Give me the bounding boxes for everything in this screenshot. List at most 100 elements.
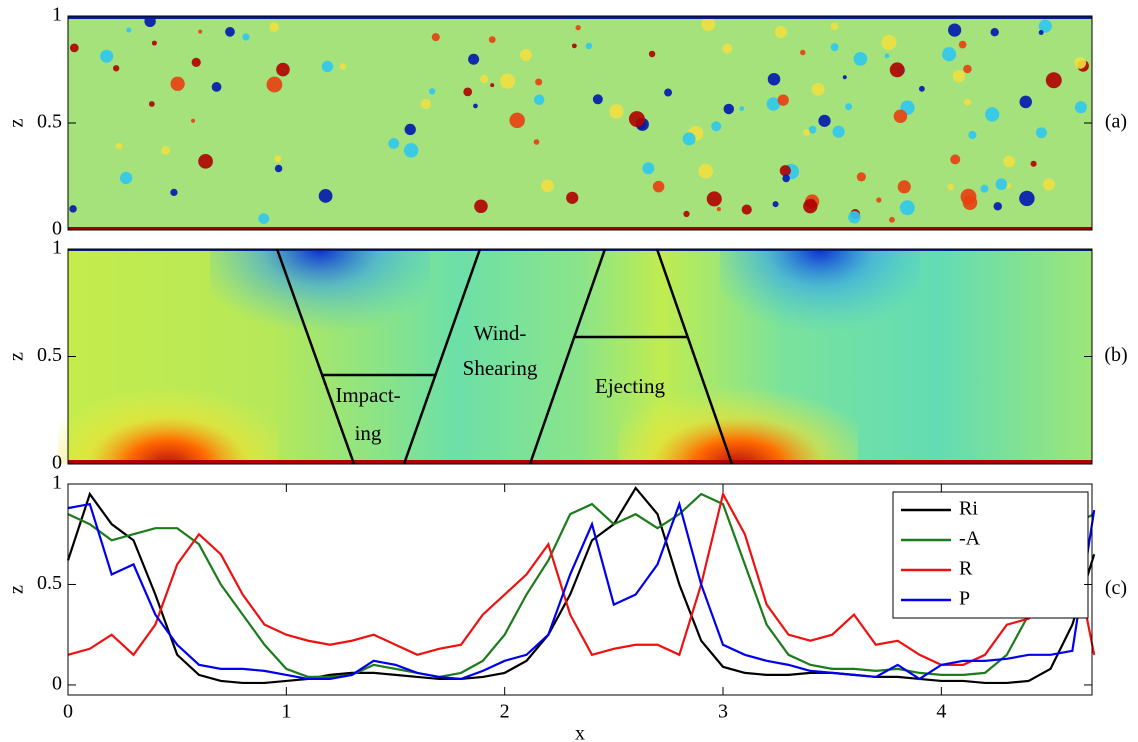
vortex [897, 180, 911, 194]
vortex [958, 40, 967, 49]
vortex [948, 23, 962, 37]
vortex [161, 145, 171, 155]
vortex [893, 109, 908, 124]
vortex [519, 48, 532, 61]
vortex [266, 76, 283, 93]
series-line [67, 491, 1096, 666]
vortex [716, 206, 721, 212]
vortex [808, 125, 817, 134]
vortex [535, 78, 543, 86]
vortex [1042, 178, 1055, 191]
legend-label: -A [959, 528, 981, 550]
wall-bottom [68, 460, 1092, 464]
vortex [683, 210, 690, 218]
vortex [800, 49, 806, 56]
vortex [706, 191, 722, 207]
wall-top [68, 16, 1092, 19]
series-line [67, 500, 1096, 681]
vortex [69, 43, 79, 53]
vortex [811, 82, 825, 96]
vortex [980, 184, 989, 193]
x-tick-label: 1 [281, 701, 291, 723]
y-axis-label: z [6, 352, 28, 361]
legend-label: P [959, 588, 970, 610]
vortex [468, 53, 480, 65]
vortex [918, 85, 925, 92]
vortex [403, 143, 419, 158]
vortex [566, 191, 579, 204]
region-edge [528, 248, 607, 465]
vortex [1019, 95, 1032, 109]
vortex [818, 114, 831, 127]
y-tick-label: 0 [52, 452, 62, 474]
vortex [884, 53, 890, 59]
vortex [274, 155, 282, 163]
vortex [963, 64, 972, 74]
annotation: Impact- [335, 383, 400, 407]
vortex [115, 142, 123, 150]
vortex [463, 87, 473, 97]
vortex [803, 199, 818, 214]
vortex [701, 17, 716, 32]
vortex [889, 62, 905, 78]
hot-plume [618, 334, 858, 464]
vortex [225, 26, 235, 37]
vortex [682, 132, 696, 146]
x-tick-label: 2 [500, 701, 510, 723]
vortex [845, 103, 853, 111]
vortex [474, 199, 488, 214]
vortex [339, 63, 347, 70]
vortex [321, 60, 334, 73]
y-tick-label: 0 [52, 673, 62, 695]
legend-label: R [959, 558, 973, 580]
vortex [853, 51, 868, 66]
vortex [1003, 155, 1015, 168]
region-outlines [275, 248, 734, 465]
vortex [1038, 19, 1052, 33]
vortex [774, 25, 787, 39]
y-tick-label: 0.5 [37, 572, 62, 594]
x-tick-label: 3 [718, 701, 728, 723]
field-background [68, 16, 1092, 230]
vortex [723, 103, 735, 115]
vortex [664, 88, 673, 97]
vortex [779, 165, 791, 177]
vortex [968, 130, 977, 140]
vortex [993, 202, 1002, 211]
vortex [533, 139, 540, 145]
vortex [830, 22, 839, 31]
annotation: ing [355, 421, 382, 445]
vortex [1074, 57, 1087, 69]
vortex [985, 107, 1000, 122]
vortex [1045, 72, 1062, 89]
vortex [942, 47, 957, 62]
vortex [191, 118, 196, 123]
vortex [782, 174, 790, 183]
vortex [1035, 127, 1047, 139]
vortex [739, 106, 745, 112]
vortex [722, 43, 733, 54]
vortex [876, 197, 882, 203]
vortex [889, 216, 895, 223]
legend-box [892, 491, 1089, 619]
vortex [431, 33, 440, 42]
vortex [585, 42, 593, 50]
panel-label: (c) [1105, 577, 1127, 599]
y-tick-label: 0 [52, 218, 62, 240]
vortex [856, 172, 866, 182]
vortex [388, 138, 400, 149]
vortex [642, 162, 655, 175]
vortex [899, 200, 915, 216]
vortex [803, 129, 810, 136]
legend-label: Ri [959, 498, 978, 520]
panel-label: (b) [1104, 344, 1127, 366]
vortex [318, 189, 333, 203]
vortex [420, 99, 431, 110]
vortex [170, 188, 178, 197]
region-edge [402, 248, 482, 465]
vortex [151, 40, 157, 46]
vortex [766, 97, 781, 111]
vortex [767, 72, 781, 86]
